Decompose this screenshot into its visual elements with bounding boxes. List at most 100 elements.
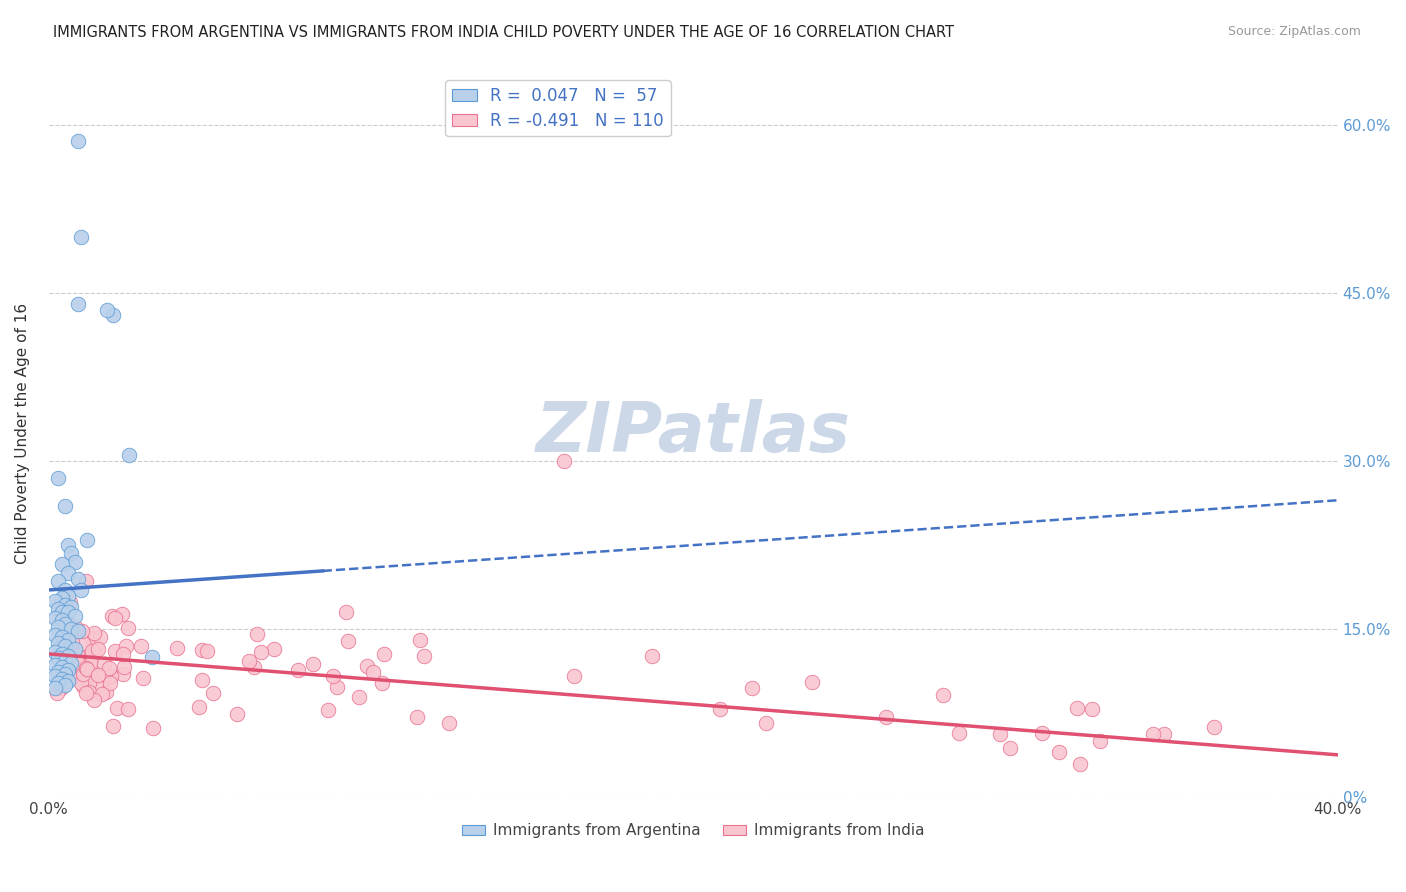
Point bbox=[49, 681, 72, 695]
Point bbox=[96, 302, 118, 317]
Point bbox=[83, 626, 105, 640]
Text: IMMIGRANTS FROM ARGENTINA VS IMMIGRANTS FROM INDIA CHILD POVERTY UNDER THE AGE O: IMMIGRANTS FROM ARGENTINA VS IMMIGRANTS … bbox=[53, 25, 955, 40]
Point bbox=[1081, 702, 1104, 716]
Point bbox=[70, 676, 93, 690]
Point bbox=[76, 661, 98, 675]
Point bbox=[800, 674, 823, 689]
Point bbox=[48, 651, 70, 665]
Point bbox=[48, 602, 70, 616]
Point bbox=[195, 644, 218, 658]
Point bbox=[77, 685, 100, 699]
Point bbox=[76, 533, 98, 547]
Point bbox=[53, 598, 76, 612]
Point bbox=[166, 640, 188, 655]
Point bbox=[302, 657, 325, 671]
Point bbox=[53, 639, 76, 653]
Point bbox=[59, 595, 82, 609]
Point bbox=[98, 676, 121, 690]
Point bbox=[53, 499, 76, 513]
Point bbox=[58, 616, 80, 631]
Point bbox=[111, 667, 134, 681]
Point bbox=[72, 666, 94, 681]
Point bbox=[65, 648, 87, 662]
Point bbox=[70, 229, 93, 244]
Point bbox=[190, 643, 212, 657]
Point bbox=[89, 630, 111, 644]
Point bbox=[100, 669, 122, 683]
Point bbox=[77, 676, 100, 690]
Point bbox=[988, 726, 1011, 740]
Point bbox=[49, 679, 72, 693]
Point bbox=[412, 648, 434, 663]
Point bbox=[65, 621, 87, 635]
Point bbox=[371, 675, 394, 690]
Legend: Immigrants from Argentina, Immigrants from India: Immigrants from Argentina, Immigrants fr… bbox=[456, 817, 931, 845]
Point bbox=[79, 656, 101, 670]
Point bbox=[202, 686, 225, 700]
Point bbox=[53, 667, 76, 681]
Point bbox=[114, 640, 136, 654]
Point bbox=[117, 621, 139, 635]
Point bbox=[48, 471, 70, 485]
Point bbox=[437, 716, 460, 731]
Point bbox=[48, 636, 70, 650]
Point bbox=[63, 608, 86, 623]
Point bbox=[56, 663, 79, 677]
Point bbox=[46, 686, 69, 700]
Point bbox=[51, 647, 73, 661]
Point bbox=[66, 624, 89, 639]
Point bbox=[44, 611, 66, 625]
Point bbox=[1090, 734, 1112, 748]
Point bbox=[97, 660, 120, 674]
Point bbox=[246, 627, 269, 641]
Point bbox=[741, 681, 763, 695]
Text: ZIPatlas: ZIPatlas bbox=[536, 400, 851, 467]
Point bbox=[60, 670, 83, 684]
Point bbox=[56, 633, 79, 648]
Point bbox=[1000, 740, 1022, 755]
Point bbox=[56, 566, 79, 581]
Point bbox=[70, 582, 93, 597]
Point bbox=[48, 676, 70, 690]
Point bbox=[67, 656, 90, 670]
Point bbox=[44, 681, 66, 695]
Point bbox=[93, 657, 115, 671]
Point bbox=[1031, 726, 1053, 740]
Point bbox=[326, 680, 349, 694]
Point bbox=[263, 641, 285, 656]
Point bbox=[141, 650, 163, 665]
Point bbox=[51, 613, 73, 627]
Point bbox=[105, 700, 128, 714]
Point bbox=[1069, 756, 1091, 771]
Point bbox=[44, 669, 66, 683]
Point bbox=[51, 630, 73, 644]
Point bbox=[66, 297, 89, 311]
Point bbox=[948, 726, 970, 740]
Point bbox=[117, 701, 139, 715]
Point bbox=[118, 449, 141, 463]
Point bbox=[94, 685, 117, 699]
Point bbox=[56, 538, 79, 552]
Point bbox=[56, 606, 79, 620]
Point bbox=[75, 574, 97, 588]
Point bbox=[97, 670, 120, 684]
Point bbox=[409, 632, 432, 647]
Point bbox=[44, 645, 66, 659]
Point bbox=[709, 702, 731, 716]
Point bbox=[66, 572, 89, 586]
Point bbox=[91, 686, 114, 700]
Point bbox=[349, 690, 371, 704]
Point bbox=[53, 582, 76, 597]
Point bbox=[60, 635, 83, 649]
Point bbox=[56, 649, 79, 664]
Point bbox=[1204, 720, 1226, 734]
Point bbox=[1047, 745, 1070, 759]
Point bbox=[82, 663, 104, 677]
Point bbox=[53, 610, 76, 624]
Point bbox=[79, 655, 101, 669]
Point bbox=[72, 636, 94, 650]
Point bbox=[335, 605, 357, 619]
Point bbox=[562, 669, 585, 683]
Point bbox=[49, 637, 72, 651]
Point bbox=[75, 686, 97, 700]
